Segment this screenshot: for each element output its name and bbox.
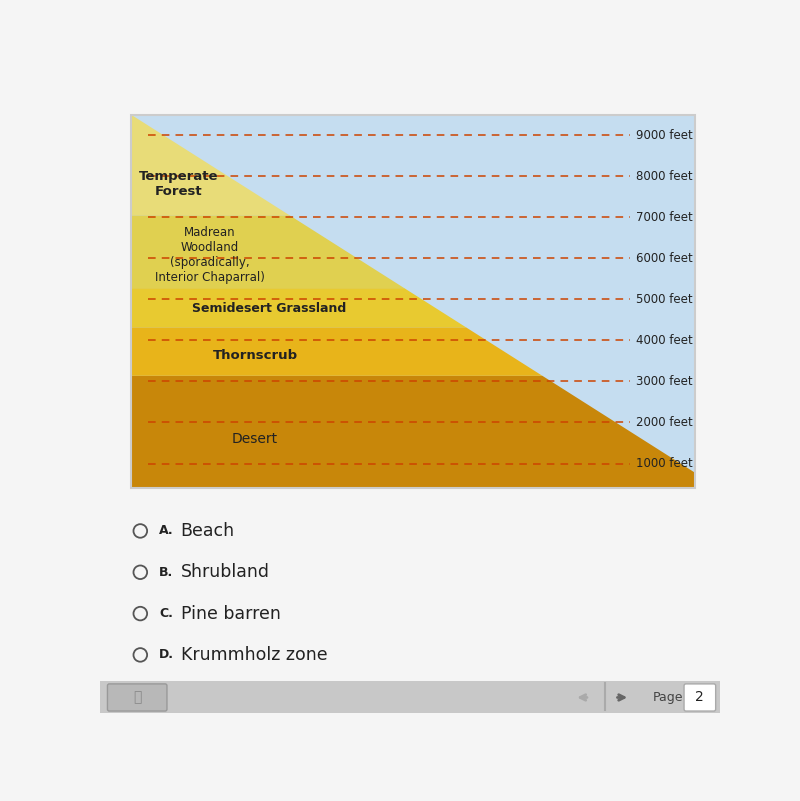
Text: 4000 feet: 4000 feet xyxy=(636,334,693,347)
Text: B.: B. xyxy=(159,566,173,579)
Text: Beach: Beach xyxy=(181,522,234,540)
Text: 9000 feet: 9000 feet xyxy=(636,129,693,142)
Bar xyxy=(131,115,695,488)
Text: A.: A. xyxy=(159,525,174,537)
Bar xyxy=(100,681,720,713)
Text: ⬛: ⬛ xyxy=(133,690,142,704)
Text: Shrubland: Shrubland xyxy=(181,563,270,582)
Polygon shape xyxy=(131,115,290,215)
Text: 1000 feet: 1000 feet xyxy=(636,457,693,470)
Text: C.: C. xyxy=(159,607,173,620)
Polygon shape xyxy=(131,288,466,328)
Text: 6000 feet: 6000 feet xyxy=(636,252,693,265)
Text: 7000 feet: 7000 feet xyxy=(636,211,693,223)
Text: 2000 feet: 2000 feet xyxy=(636,416,693,429)
Text: Pine barren: Pine barren xyxy=(181,605,281,622)
Text: Thornscrub: Thornscrub xyxy=(213,348,298,362)
Text: D.: D. xyxy=(159,649,174,662)
Text: Page: Page xyxy=(653,691,683,704)
Text: 3000 feet: 3000 feet xyxy=(636,375,693,388)
Text: Desert: Desert xyxy=(232,433,278,446)
Polygon shape xyxy=(131,215,404,288)
Text: 2: 2 xyxy=(695,690,704,704)
Polygon shape xyxy=(131,376,695,488)
Text: Semidesert Grassland: Semidesert Grassland xyxy=(192,302,346,315)
Text: Krummholz zone: Krummholz zone xyxy=(181,646,327,664)
FancyBboxPatch shape xyxy=(107,684,167,711)
Bar xyxy=(131,115,695,488)
Text: 5000 feet: 5000 feet xyxy=(636,293,693,306)
Text: Madrean
Woodland
(sporadically,
Interior Chaparral): Madrean Woodland (sporadically, Interior… xyxy=(155,226,265,284)
Text: 8000 feet: 8000 feet xyxy=(636,170,693,183)
Text: Temperate
Forest: Temperate Forest xyxy=(139,170,218,198)
FancyBboxPatch shape xyxy=(684,684,716,711)
Polygon shape xyxy=(131,328,542,376)
